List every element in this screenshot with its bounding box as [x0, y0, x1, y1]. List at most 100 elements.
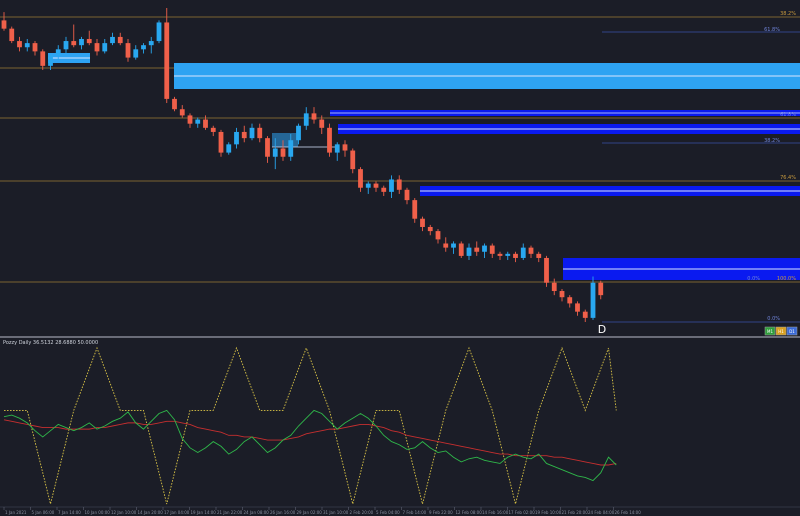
candle-body [303, 113, 309, 126]
candle-body [172, 98, 177, 110]
candle-body [280, 148, 286, 157]
candle-body [590, 282, 596, 318]
oscillator-panel [3, 346, 617, 505]
candle-body [358, 169, 363, 188]
candle-body [489, 245, 495, 254]
x-axis-tick-label: 2 Feb 20:00 [350, 510, 374, 515]
level-labels: 38.2% 61.8% 61.8% 38.2% 76.4% 100.0% 0.0… [747, 11, 796, 322]
candle-body [257, 127, 263, 139]
x-axis-tick-label: 1 Jan 2021 [5, 510, 27, 515]
candle-body [125, 43, 131, 58]
candle-body [342, 144, 348, 151]
timeframe-button-d1-bg[interactable] [786, 326, 798, 336]
candle-body [373, 183, 379, 188]
x-axis-tick-label: 19 Jan 14:00 [191, 510, 217, 515]
candle-body [272, 148, 278, 157]
candle-body [567, 297, 573, 304]
zigzag-line [4, 346, 617, 505]
signal-line [3, 419, 617, 466]
candle-body [32, 43, 38, 52]
candle-body [187, 115, 193, 124]
candle-body [179, 109, 185, 116]
timeframe-button-h1-bg[interactable] [775, 326, 787, 336]
candle-body [482, 245, 487, 252]
main-line [3, 409, 617, 482]
candle-body [327, 127, 332, 153]
candle-body [466, 247, 472, 256]
timeframe-button-d1[interactable]: D1 [786, 326, 798, 336]
candle-body [427, 226, 433, 232]
candle-body [381, 187, 387, 192]
x-axis-tick-label: 17 Feb 02:00 [509, 510, 536, 515]
candle-body [528, 247, 534, 254]
x-axis-tick-label: 29 Jan 02:00 [297, 510, 323, 515]
candle-body [55, 49, 61, 56]
timeframe-buttons: M1 H1 D1 [764, 326, 798, 336]
x-axis-tick-label: 7 Jan 14:00 [58, 510, 81, 515]
x-axis-tick-label: 26 Jan 16:00 [270, 510, 296, 515]
candle-body [9, 28, 15, 42]
candle-body [17, 41, 22, 48]
level-label-2: 61.8% [764, 27, 780, 33]
x-axis-tick-label: 24 Jan 08:00 [244, 510, 270, 515]
candle-body [474, 247, 480, 252]
x-axis-labels: 1 Jan 2021 5 Jan 06:00 7 Jan 14:00 10 Jan 0… [3, 507, 641, 515]
candle-body [435, 231, 441, 240]
candle-body [412, 200, 418, 219]
x-axis-tick-label: 14 Jan 20:00 [138, 510, 164, 515]
price-zones [48, 53, 800, 280]
candle-body [241, 131, 247, 139]
candle-body [365, 183, 371, 188]
indicator-title: Pozzy Daily 36.5132 28.6880 50.0000 [3, 340, 98, 346]
candle-body [559, 291, 565, 298]
candle-body [536, 253, 542, 258]
candle-body [94, 43, 100, 52]
candle-body [40, 51, 46, 66]
candle-body [311, 113, 317, 120]
candle-body [505, 253, 511, 256]
candle-body [265, 138, 270, 157]
candle-body [86, 38, 92, 44]
candle-body [79, 38, 84, 46]
timeframe-button-h1-label: H1 [778, 329, 784, 334]
timeframe-button-d1-label: D1 [789, 329, 795, 334]
x-axis-tick-label: 12 Feb 08:00 [456, 510, 483, 515]
candle-body [164, 22, 170, 99]
candle-body [551, 282, 557, 292]
candle-body [404, 189, 410, 201]
candle-body [575, 303, 580, 312]
candle-body [544, 257, 549, 283]
candle-body [396, 179, 402, 190]
candle-body [203, 119, 208, 128]
candle-body [497, 253, 503, 256]
level-label-5: 61.8% [780, 112, 796, 118]
timeframe-button-h1[interactable]: H1 [775, 326, 787, 336]
candle-body [234, 131, 239, 145]
x-axis-tick-label: 21 Feb 20:00 [562, 510, 589, 515]
candle-body [1, 20, 7, 29]
candle-body [443, 243, 449, 248]
candlestick-series [1, 8, 604, 322]
candle-body [63, 41, 69, 50]
candle-body [420, 218, 425, 227]
candle-body [288, 140, 294, 157]
fib-small-label: 0.0% [747, 276, 760, 282]
timeframe-button-m1-bg[interactable] [764, 326, 776, 336]
x-axis-tick-label: 7 Feb 14:00 [403, 510, 427, 515]
candle-body [582, 311, 588, 318]
candle-body [389, 179, 394, 192]
candle-body [148, 41, 154, 46]
x-axis-tick-label: 17 Jan 04:00 [164, 510, 190, 515]
x-axis-tick-label: 10 Jan 00:00 [85, 510, 111, 515]
candle-body [110, 36, 115, 44]
candle-body [71, 41, 77, 46]
candle-body [350, 150, 356, 170]
timeframe-button-m1[interactable]: M1 [764, 326, 776, 336]
level-label-6: 38.2% [764, 138, 780, 144]
candle-body [458, 243, 464, 256]
candle-body [226, 144, 232, 153]
level-label-1: 38.2% [780, 11, 796, 17]
candle-body [520, 247, 526, 258]
x-axis-tick-label: 21 Jan 22:00 [217, 510, 243, 515]
